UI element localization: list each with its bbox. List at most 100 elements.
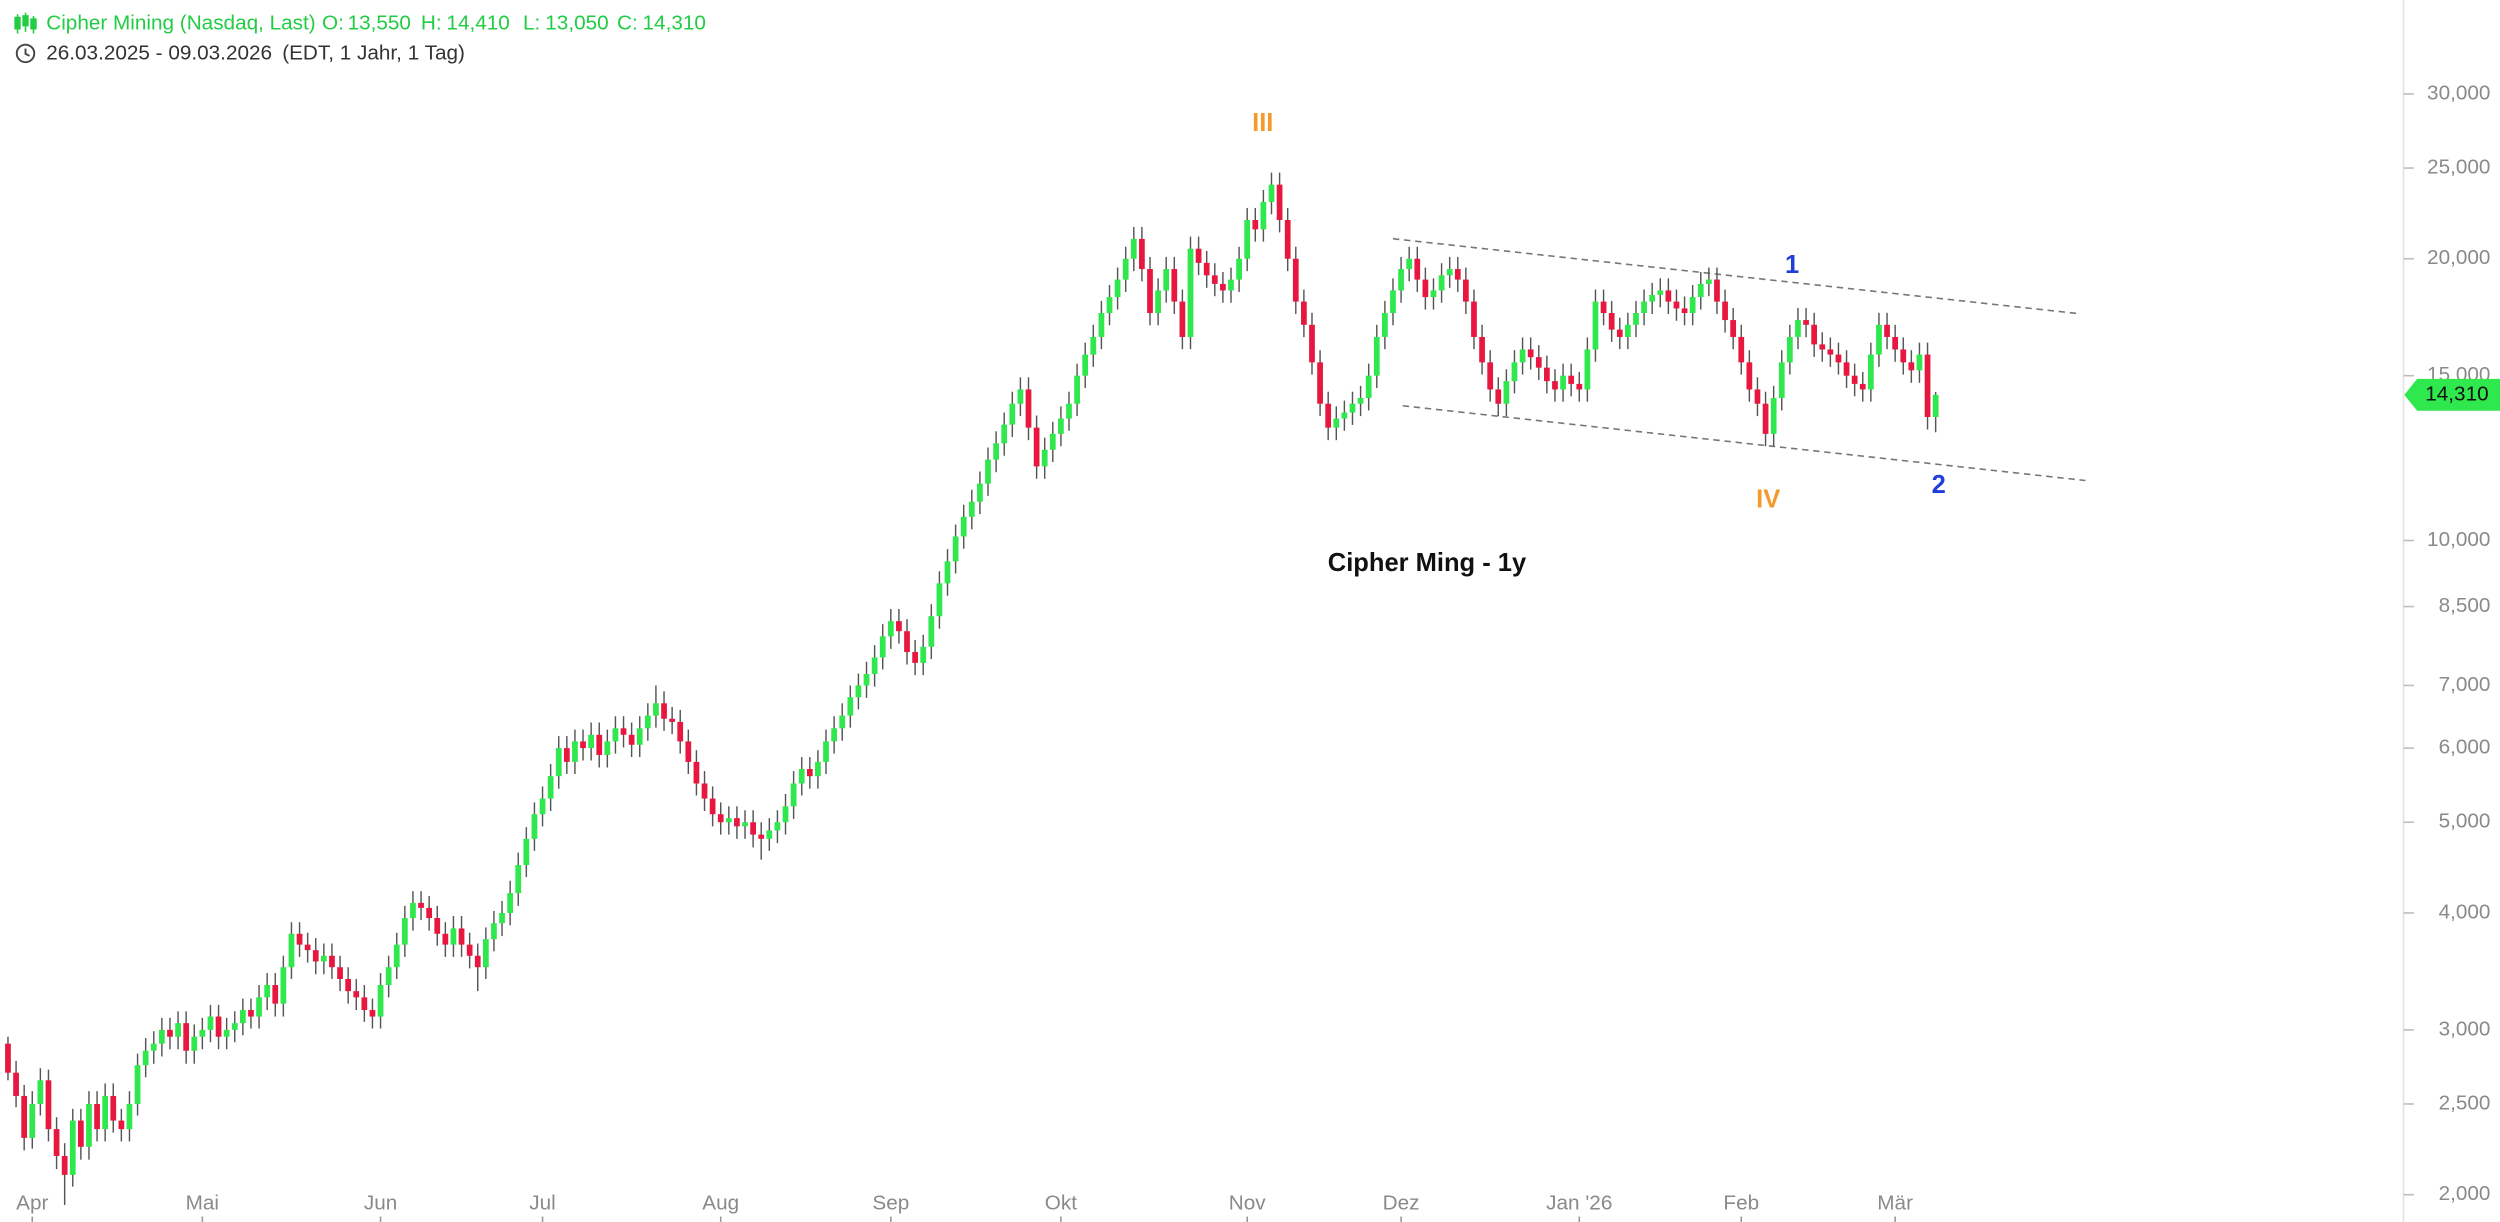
candle-body [1681,308,1688,314]
candle-body [1600,301,1607,314]
candle-body [1090,336,1097,355]
y-tick-label: 20,000 [2427,246,2490,269]
candle-body [1884,324,1890,337]
candle-body [1851,375,1858,384]
candle-body [758,834,765,839]
candle-body [985,459,991,484]
candle-body [231,1023,238,1030]
candle-body [401,918,408,945]
candle-body [1697,283,1704,298]
candle-body [1535,357,1542,368]
candle-body [1058,418,1064,434]
candle-body [150,1043,157,1051]
y-tick-label: 2,000 [2439,1182,2491,1205]
candle-body [1738,336,1745,363]
candle-body [1924,354,1931,418]
candle-body [1341,412,1348,419]
candle-body [1163,269,1170,291]
chart-title: Cipher Ming - 1y [1328,549,1527,577]
candle-body [1301,301,1307,325]
candle-body [1325,403,1332,428]
candle-body [288,933,295,968]
candle-body [134,1065,141,1104]
candle-body [1066,403,1072,419]
candle-body [142,1050,149,1066]
candle-body [126,1103,133,1130]
candle-body [86,1103,92,1147]
candle-body [855,685,862,698]
x-tick-label: Apr [16,1191,48,1214]
candle-body [1454,269,1461,280]
candle-body [1754,389,1761,404]
candle-body [1284,220,1291,259]
candle-body [993,443,999,460]
candle-body [458,928,465,945]
period: 26.03.2025 - 09.03.2026 [46,42,272,65]
candle-body [102,1095,109,1130]
candle-body [264,985,271,998]
candle-body [1179,301,1186,337]
candle-body [1406,258,1413,270]
candle-body [239,1010,246,1024]
candle-body [1382,313,1388,337]
candle-body [725,818,732,823]
candle-body [1876,324,1882,355]
candle-body [1479,336,1485,363]
y-tick-label: 5,000 [2439,810,2491,833]
x-tick-label: Mai [186,1191,219,1214]
candle-body [1236,258,1242,280]
candle-body [53,1129,60,1156]
candle-body [1705,279,1712,284]
candle-body [256,997,262,1017]
y-tick-label: 25,000 [2427,156,2490,179]
readout-label: O: [322,11,344,34]
candle-body [337,967,343,979]
readout-label: C: [617,11,638,34]
candle-body [596,734,603,755]
candle-body [920,646,927,663]
period-note: (EDT, 1 Jahr, 1 Tag) [282,42,465,65]
trend-line [1402,404,2086,482]
candle-body [693,761,700,784]
candle-body [369,1010,376,1017]
candle-body [547,776,554,799]
candle-body [1025,389,1032,428]
candle-body [653,703,659,716]
candle-body [523,838,530,866]
candle-body [393,944,400,968]
candle-body [1114,279,1121,298]
candle-body [118,1120,125,1130]
x-tick-label: Jul [529,1191,555,1214]
candle-body [191,1036,198,1051]
candle-body [1673,301,1680,309]
candle-body [1252,220,1259,230]
candle-body [1730,320,1737,337]
candle-body [1568,375,1575,384]
candle-body [1519,349,1526,363]
candle-body [450,928,457,945]
candle-body [750,822,756,835]
candle-body [977,483,983,502]
candle-body [1365,375,1372,398]
candle-body [13,1072,19,1096]
candle-body [94,1103,100,1130]
candle-body [1511,362,1518,382]
readout-value: 14,310 [643,11,706,34]
candle-body [1908,362,1915,371]
candle-body [839,715,846,729]
candle-body [628,734,635,745]
wave-label: IV [1756,485,1780,513]
candle-body [1625,324,1631,337]
candle-body [1244,220,1251,259]
candle-body [661,703,667,719]
candle-body [563,748,570,762]
candle-body [410,902,416,919]
candle-body [572,741,578,762]
candle-body [701,783,708,799]
candle-body [442,933,449,945]
candle-body [1414,258,1421,280]
trend-line [1392,237,2078,315]
x-tick-label: Jan '26 [1546,1191,1612,1214]
candle-body [1463,279,1469,302]
x-tick-label: Mär [1877,1191,1913,1214]
